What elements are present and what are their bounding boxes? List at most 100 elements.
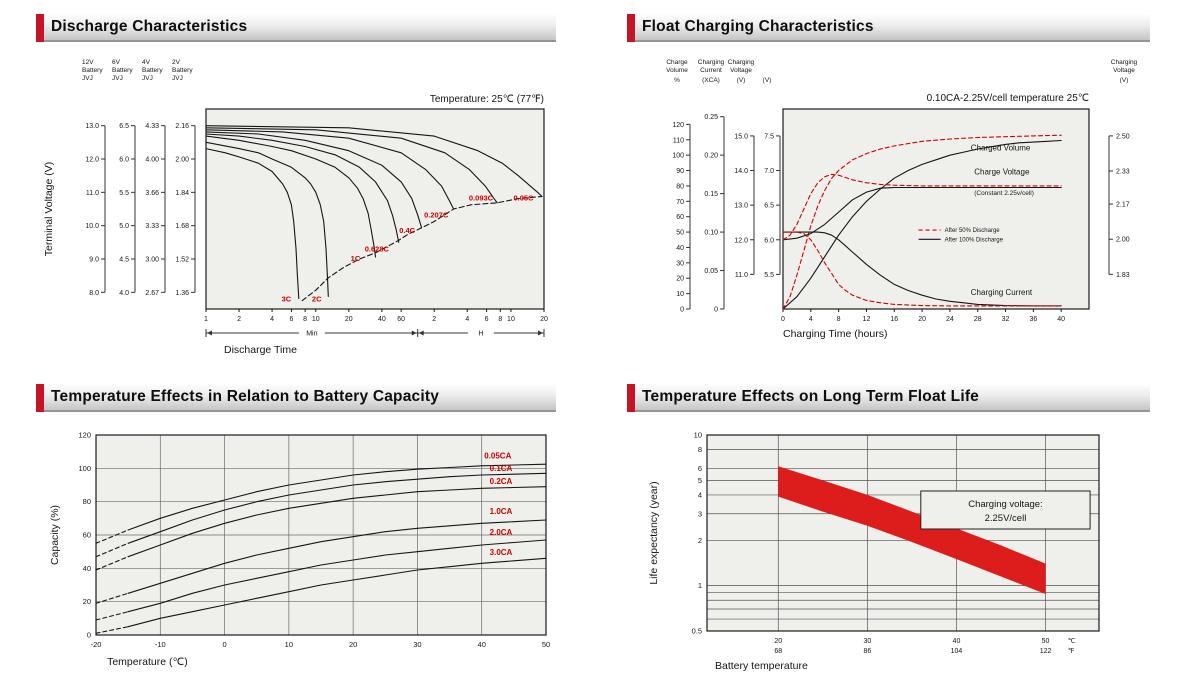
- svg-text:50: 50: [1042, 638, 1050, 645]
- svg-text:4.5: 4.5: [119, 257, 129, 264]
- svg-text:40: 40: [478, 640, 486, 649]
- svg-text:3.33: 3.33: [145, 223, 159, 230]
- svg-text:13.0: 13.0: [734, 203, 748, 210]
- svg-text:8: 8: [498, 316, 502, 323]
- svg-text:Battery: Battery: [112, 67, 133, 74]
- svg-text:10: 10: [312, 316, 320, 323]
- panel-title-discharge: Discharge Characteristics: [51, 18, 248, 35]
- svg-text:4: 4: [465, 316, 469, 323]
- svg-text:0: 0: [680, 307, 684, 314]
- svg-text:After 50% Discharge: After 50% Discharge: [945, 228, 1001, 234]
- svg-text:Terminal Voltage (V): Terminal Voltage (V): [43, 162, 55, 257]
- svg-text:Discharge Time: Discharge Time: [224, 344, 297, 356]
- svg-text:Charge Voltage: Charge Voltage: [974, 167, 1030, 176]
- svg-text:4.33: 4.33: [145, 123, 159, 130]
- float-life-chart: 1086543210.5206830864010450122℃℉Charging…: [648, 431, 1100, 672]
- svg-text:20: 20: [345, 316, 353, 323]
- svg-text:3.66: 3.66: [145, 190, 159, 197]
- svg-text:2V: 2V: [172, 59, 181, 66]
- svg-text:JVJ: JVJ: [82, 75, 93, 82]
- svg-text:Volume: Volume: [666, 67, 688, 74]
- svg-text:0: 0: [87, 631, 91, 640]
- svg-text:8: 8: [698, 445, 702, 454]
- svg-text:6: 6: [485, 316, 489, 323]
- svg-text:0.10: 0.10: [704, 230, 718, 237]
- svg-text:(Constant 2.25v/cell): (Constant 2.25v/cell): [974, 190, 1034, 197]
- svg-text:2: 2: [237, 316, 241, 323]
- svg-text:Voltage: Voltage: [730, 67, 752, 74]
- svg-text:(V): (V): [1120, 77, 1129, 84]
- svg-text:Battery: Battery: [82, 67, 103, 74]
- svg-text:20: 20: [83, 597, 91, 606]
- svg-text:3.00: 3.00: [145, 257, 159, 264]
- svg-text:50: 50: [676, 230, 684, 237]
- svg-text:6V: 6V: [112, 59, 121, 66]
- svg-text:4.00: 4.00: [145, 157, 159, 164]
- svg-text:Charging voltage:: Charging voltage:: [968, 499, 1042, 510]
- svg-text:Voltage: Voltage: [1113, 67, 1135, 74]
- svg-text:2.00: 2.00: [1116, 237, 1130, 244]
- svg-text:7.0: 7.0: [764, 168, 774, 175]
- svg-text:0: 0: [781, 316, 785, 323]
- svg-text:100: 100: [672, 153, 684, 160]
- svg-text:6: 6: [289, 316, 293, 323]
- svg-text:10: 10: [676, 291, 684, 298]
- svg-text:80: 80: [676, 183, 684, 190]
- svg-text:(V): (V): [763, 77, 772, 84]
- svg-text:5.5: 5.5: [764, 272, 774, 279]
- svg-text:10.0: 10.0: [85, 223, 99, 230]
- svg-text:122: 122: [1040, 648, 1052, 655]
- svg-text:1.36: 1.36: [175, 290, 189, 297]
- svg-text:60: 60: [83, 531, 91, 540]
- svg-text:40: 40: [378, 316, 386, 323]
- svg-text:JVJ: JVJ: [172, 75, 183, 82]
- svg-text:20: 20: [540, 316, 548, 323]
- svg-text:20: 20: [676, 276, 684, 283]
- svg-text:5.0: 5.0: [119, 223, 129, 230]
- svg-text:8: 8: [837, 316, 841, 323]
- svg-text:Temperature (℃): Temperature (℃): [107, 656, 188, 668]
- svg-text:6.5: 6.5: [764, 203, 774, 210]
- svg-text:2.50: 2.50: [1116, 133, 1130, 140]
- svg-text:11.0: 11.0: [735, 272, 748, 279]
- svg-text:60: 60: [676, 214, 684, 221]
- svg-text:0.093C: 0.093C: [469, 194, 494, 203]
- svg-text:120: 120: [78, 431, 91, 440]
- svg-text:20: 20: [349, 640, 357, 649]
- svg-text:100: 100: [78, 464, 91, 473]
- svg-text:%: %: [674, 77, 680, 84]
- svg-text:0.207C: 0.207C: [424, 210, 449, 219]
- svg-text:30: 30: [413, 640, 421, 649]
- svg-text:6.0: 6.0: [764, 237, 774, 244]
- panel-discharge: Discharge Characteristics 12V Battery JVJ 1…: [36, 14, 556, 363]
- svg-text:110: 110: [673, 137, 684, 144]
- svg-text:40: 40: [1057, 316, 1065, 323]
- svg-text:68: 68: [774, 648, 782, 655]
- panel-header-discharge: Discharge Characteristics: [36, 14, 556, 42]
- svg-text:H: H: [478, 331, 483, 338]
- svg-text:1: 1: [698, 581, 702, 590]
- discharge-characteristics-chart: 12VBatteryJVJ13.012.011.010.09.08.06VBat…: [43, 59, 548, 356]
- svg-text:0.15: 0.15: [704, 191, 718, 198]
- svg-text:6.5: 6.5: [119, 123, 129, 130]
- svg-text:11.0: 11.0: [86, 190, 99, 197]
- svg-text:0.5: 0.5: [692, 627, 702, 636]
- svg-text:40: 40: [953, 638, 961, 645]
- svg-text:12: 12: [863, 316, 871, 323]
- svg-text:10: 10: [285, 640, 293, 649]
- svg-text:Battery: Battery: [142, 67, 163, 74]
- panel-header-float-life: Temperature Effects on Long Term Float L…: [627, 384, 1150, 412]
- svg-text:2.0CA: 2.0CA: [490, 528, 513, 537]
- svg-text:Current: Current: [700, 67, 722, 74]
- svg-text:3: 3: [698, 509, 702, 518]
- panel-title-float-charging: Float Charging Characteristics: [642, 18, 874, 35]
- svg-text:5: 5: [698, 476, 702, 485]
- svg-text:Charging Time (hours): Charging Time (hours): [783, 328, 887, 340]
- svg-text:(XCA): (XCA): [702, 77, 720, 84]
- svg-text:Min: Min: [306, 331, 317, 338]
- svg-text:0: 0: [714, 307, 718, 314]
- svg-text:90: 90: [676, 168, 684, 175]
- svg-text:4: 4: [809, 316, 813, 323]
- svg-text:10: 10: [694, 431, 702, 440]
